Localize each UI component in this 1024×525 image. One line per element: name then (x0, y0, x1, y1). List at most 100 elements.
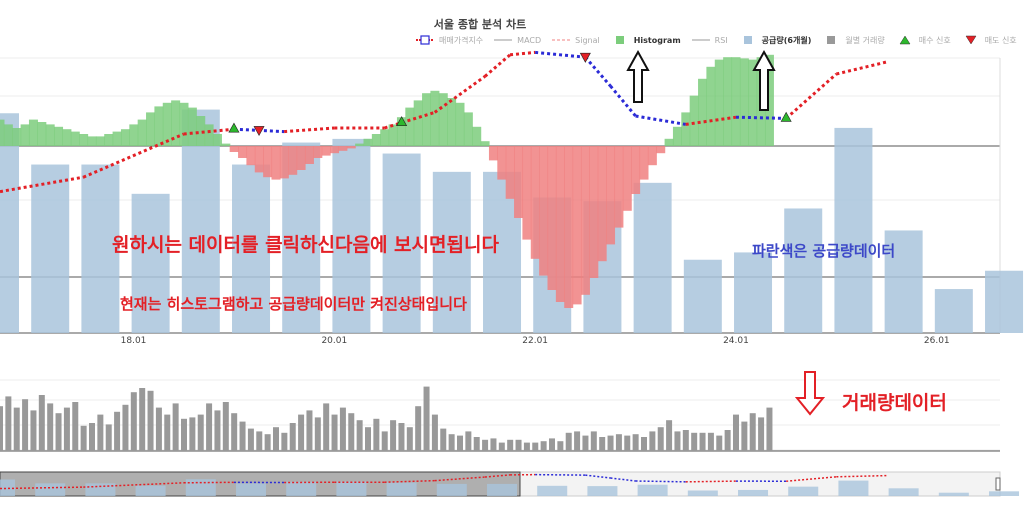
price-segment (584, 56, 612, 87)
volume-bar (707, 432, 714, 451)
volume-bar (63, 407, 70, 451)
legend-item-3[interactable]: Histogram (610, 35, 681, 45)
legend-swatch-1 (494, 39, 513, 41)
histogram-bar (698, 78, 708, 146)
histogram-bar (70, 131, 80, 146)
volume-bar (448, 434, 455, 451)
legend-label-2: Signal (575, 35, 600, 45)
supply-bar (181, 109, 220, 334)
histogram-bar (597, 146, 607, 262)
legend-swatch-8 (965, 35, 977, 45)
volume-bar (624, 435, 631, 451)
up-arrow-icon (752, 49, 776, 111)
histogram-bar (438, 93, 448, 146)
histogram-bar (95, 136, 105, 146)
histogram-bar (171, 100, 181, 146)
volume-bar (130, 392, 137, 451)
legend-item-8[interactable]: 매도 신호 (961, 35, 1017, 46)
supply-bar (884, 230, 923, 333)
volume-bar (272, 427, 279, 451)
volume-bar (649, 431, 656, 451)
histogram-bar (547, 146, 557, 290)
supply-bar (332, 138, 371, 333)
x-tick-label: 26.01 (924, 336, 950, 346)
navigator-supply-bar (989, 491, 1020, 496)
histogram-bar (505, 146, 515, 199)
histogram-bar (338, 146, 348, 151)
legend-swatch-2 (552, 39, 571, 41)
legend-item-4[interactable]: RSI (691, 35, 728, 45)
supply-bar (985, 270, 1024, 333)
legend-label-4: RSI (714, 35, 728, 45)
annotation-arrows (626, 49, 826, 416)
histogram-bar (656, 146, 666, 154)
volume-bar (691, 432, 698, 451)
volume-bar (197, 414, 204, 451)
volume-bar (164, 414, 171, 451)
navigator-price-segment (434, 476, 486, 482)
histogram-bar (606, 146, 616, 245)
navigator-supply-bar (135, 485, 166, 496)
navigator-supply-bar (838, 480, 869, 496)
price-segment (284, 126, 335, 134)
legend: 매매가격지수 MACD Signal Histogram RSI 공급량(6개월) 월별 거… (415, 33, 1024, 47)
histogram-bar (229, 146, 239, 152)
legend-item-2[interactable]: Signal (551, 35, 600, 45)
navigator-price-segment (635, 480, 686, 483)
volume-bar (515, 439, 522, 451)
navigator-supply-bar (738, 489, 769, 496)
navigator-supply-bar (35, 483, 66, 496)
histogram-bar (238, 146, 248, 158)
legend-item-0[interactable]: 매매가격지수 (415, 35, 483, 46)
volume-bar (364, 427, 371, 451)
histogram-bar (129, 124, 139, 146)
histogram-bar (271, 146, 281, 180)
legend-item-7[interactable]: 매수 신호 (895, 35, 951, 46)
volume-bar (206, 403, 213, 451)
volume-bar (482, 439, 489, 451)
histogram-bar (112, 131, 122, 146)
volume-bar (666, 420, 673, 451)
legend-item-5[interactable]: 공급량(6개월) (738, 35, 811, 46)
volume-bar (615, 434, 622, 451)
legend-swatch-0 (416, 35, 434, 45)
volume-bar (139, 388, 146, 451)
volume-bar (632, 434, 639, 451)
histogram-bar (631, 146, 641, 194)
navigator-price-segment (836, 474, 887, 478)
volume-bar (214, 410, 221, 451)
volume-bar (97, 414, 104, 451)
histogram-bar (706, 66, 716, 146)
volume-series (0, 386, 773, 451)
histogram-bar (589, 146, 599, 278)
price-segment (735, 115, 787, 120)
volume-bar (465, 431, 472, 451)
histogram-bar (355, 143, 365, 146)
histogram-bar (221, 143, 231, 146)
histogram-bar (146, 112, 156, 146)
sell-signal (579, 52, 591, 63)
volume-bar (339, 407, 346, 451)
volume-bar (406, 427, 413, 451)
volume-bar (599, 437, 606, 451)
supply-bar (232, 164, 271, 333)
navigator-price-segment (685, 480, 736, 483)
histogram-bar (187, 107, 197, 146)
legend-item-1[interactable]: MACD (493, 35, 541, 45)
supply-label-annotation: 파란색은 공급량데이터 (752, 242, 896, 260)
legend-item-6[interactable]: 월별 거래량 (821, 35, 885, 46)
histogram-bar (45, 124, 55, 146)
navigator-handle[interactable] (995, 477, 1001, 491)
histogram-bar (371, 134, 381, 146)
volume-bar (724, 430, 731, 451)
volume-bar (682, 430, 689, 451)
legend-label-7: 매수 신호 (918, 35, 951, 45)
histogram-bar (497, 146, 507, 180)
price-segment (635, 114, 687, 126)
histogram-bar (246, 146, 256, 166)
volume-bar (122, 404, 129, 451)
volume-bar (356, 420, 363, 451)
volume-bar (331, 414, 338, 451)
